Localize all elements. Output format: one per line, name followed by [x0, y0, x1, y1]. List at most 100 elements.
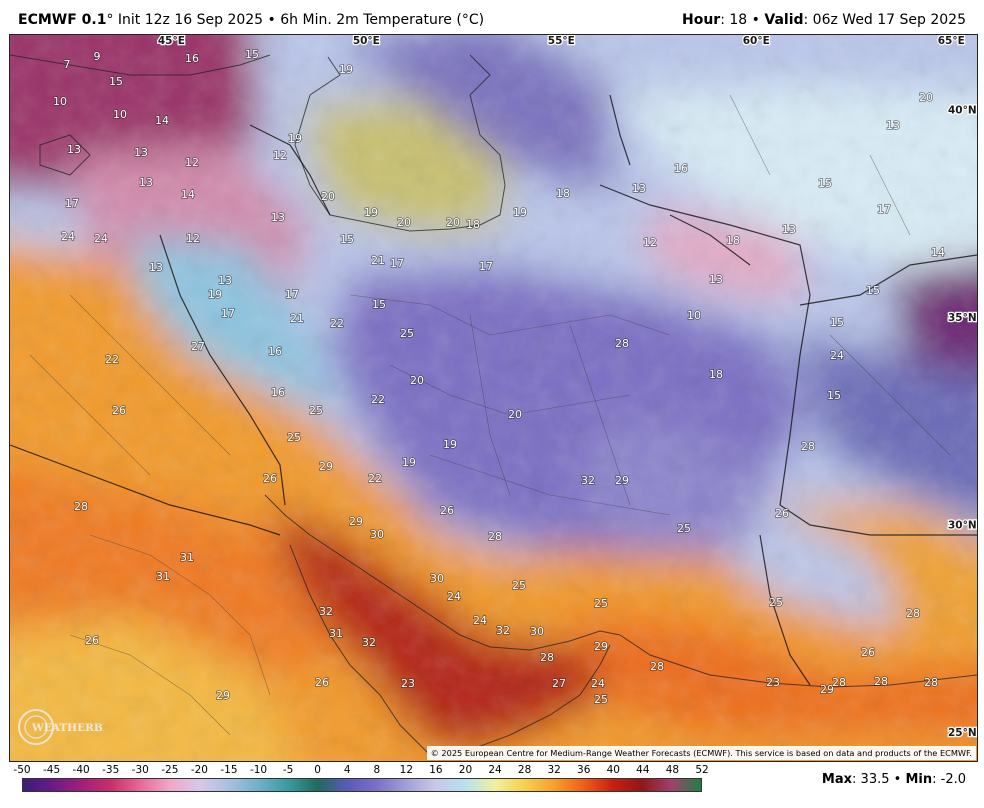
- temp-label: 28: [74, 500, 88, 513]
- coord-label-8: 25°N: [948, 727, 977, 739]
- temp-label: 26: [861, 646, 875, 659]
- temp-label: 20: [410, 374, 424, 387]
- colorbar-tick: 40: [606, 764, 620, 776]
- temp-label: 15: [340, 233, 354, 246]
- temp-label: 13: [709, 273, 723, 286]
- temp-label: 13: [149, 261, 163, 274]
- title-bullet: •: [267, 12, 276, 28]
- temp-label: 14: [931, 246, 945, 259]
- temp-label: 26: [263, 472, 277, 485]
- temp-label: 23: [766, 676, 780, 689]
- temp-label: 20: [508, 408, 522, 421]
- temp-label: 13: [139, 176, 153, 189]
- temp-label: 26: [85, 634, 99, 647]
- coord-label-0: 45°E: [158, 35, 185, 47]
- temp-label: 20: [919, 91, 933, 104]
- temp-label: 20: [321, 190, 335, 203]
- temp-label: 19: [402, 456, 416, 469]
- legend-area: -50 -45 -40 -35 -30 -25 -20 -15 -10 -5 0 4 8 12 16 20 24…: [0, 762, 984, 808]
- colorbar-tick: -50: [13, 764, 31, 776]
- colorbar-tick: 32: [547, 764, 561, 776]
- temp-label: 13: [67, 143, 81, 156]
- coord-label-7: 30°N: [948, 520, 977, 532]
- temp-label: 14: [181, 188, 195, 201]
- coord-label-4: 65°E: [938, 35, 965, 47]
- colorbar-tick: 52: [695, 764, 709, 776]
- coord-label-3: 60°E: [743, 35, 770, 47]
- colorbar-ticks: -50 -45 -40 -35 -30 -25 -20 -15 -10 -5 0 4 8 12 16 20 24…: [13, 764, 708, 778]
- copyright-notice: © 2025 European Centre for Medium-Range …: [426, 746, 976, 760]
- temp-label: 16: [674, 162, 688, 175]
- temp-label: 19: [208, 288, 222, 301]
- colorbar-tick: -25: [161, 764, 179, 776]
- init-time: Init 12z 16 Sep 2025: [117, 12, 264, 28]
- temp-label: 13: [782, 223, 796, 236]
- min-label: Min: [905, 772, 933, 787]
- max-value: : 33.5: [852, 772, 890, 787]
- temp-label: 29: [615, 474, 629, 487]
- map-stats: Max: 33.5 • Min: -2.0: [822, 772, 966, 787]
- temp-label: 18: [709, 368, 723, 381]
- temp-label: 30: [430, 572, 444, 585]
- temp-label: 17: [877, 203, 891, 216]
- temp-label: 15: [109, 75, 123, 88]
- temp-label: 17: [221, 307, 235, 320]
- colorbar-tick: -5: [282, 764, 294, 776]
- temp-label: 21: [371, 254, 385, 267]
- colorbar-tick: 48: [665, 764, 680, 776]
- stats-bullet: •: [893, 772, 902, 787]
- colorbar-tick: 28: [517, 764, 532, 776]
- temp-label: 9: [94, 50, 101, 63]
- temp-label: 28: [615, 337, 629, 350]
- temperature-map-svg: 45°E 50°E 55°E 60°E 65°E40°N35°N30°N25°N 79 1…: [10, 35, 977, 761]
- temp-label: 19: [513, 206, 527, 219]
- temp-label: 17: [285, 288, 299, 301]
- coord-label-5: 40°N: [948, 105, 977, 117]
- map-title: ECMWF 0.1° Init 12z 16 Sep 2025 • 6h Min…: [18, 12, 484, 28]
- temp-label: 21: [290, 312, 304, 325]
- temp-label: 25: [594, 693, 608, 706]
- product-name: 6h Min. 2m Temperature (°C): [280, 12, 485, 28]
- temp-label: 12: [186, 232, 200, 245]
- temp-label: 32: [496, 624, 510, 637]
- temp-label: 16: [185, 52, 199, 65]
- temp-label: 14: [155, 114, 169, 127]
- temp-label: 15: [818, 177, 832, 190]
- temp-label: 26: [112, 404, 126, 417]
- temp-label: 27: [191, 340, 205, 353]
- temp-label: 19: [364, 206, 378, 219]
- temp-label: 25: [512, 579, 526, 592]
- province-borders: [29, 94, 951, 736]
- temp-label: 30: [370, 528, 384, 541]
- colorbar-tick: 44: [636, 764, 650, 776]
- temp-label: 18: [466, 218, 480, 231]
- temp-label: 28: [488, 530, 502, 543]
- temp-label: 17: [390, 257, 404, 270]
- temp-label: 18: [726, 234, 740, 247]
- temp-label: 12: [185, 156, 199, 169]
- temp-label: 28: [924, 676, 938, 689]
- temp-label: 7: [64, 58, 71, 71]
- temp-label: 29: [216, 689, 230, 702]
- colorbar-tick: -35: [102, 764, 120, 776]
- temp-label: 24: [591, 677, 605, 690]
- temp-label: 22: [330, 317, 344, 330]
- temp-label: 25: [677, 522, 691, 535]
- temp-label: 24: [447, 590, 461, 603]
- temp-label: 26: [775, 507, 789, 520]
- temp-label: 25: [309, 404, 323, 417]
- min-value: : -2.0: [932, 772, 966, 787]
- temp-label: 17: [65, 197, 79, 210]
- temp-label: 32: [362, 636, 376, 649]
- valid-time-info: Hour: 18 • Valid: 06z Wed 17 Sep 2025: [682, 12, 966, 28]
- land-water-boundaries: [10, 54, 977, 756]
- valid-value: : 06z Wed 17 Sep 2025: [803, 12, 966, 28]
- temp-label: 24: [830, 349, 844, 362]
- map-header: ECMWF 0.1° Init 12z 16 Sep 2025 • 6h Min…: [0, 0, 984, 34]
- temp-label: 19: [443, 438, 457, 451]
- temp-label: 10: [113, 108, 127, 121]
- temp-label: 18: [556, 187, 570, 200]
- temp-label: 27: [552, 677, 566, 690]
